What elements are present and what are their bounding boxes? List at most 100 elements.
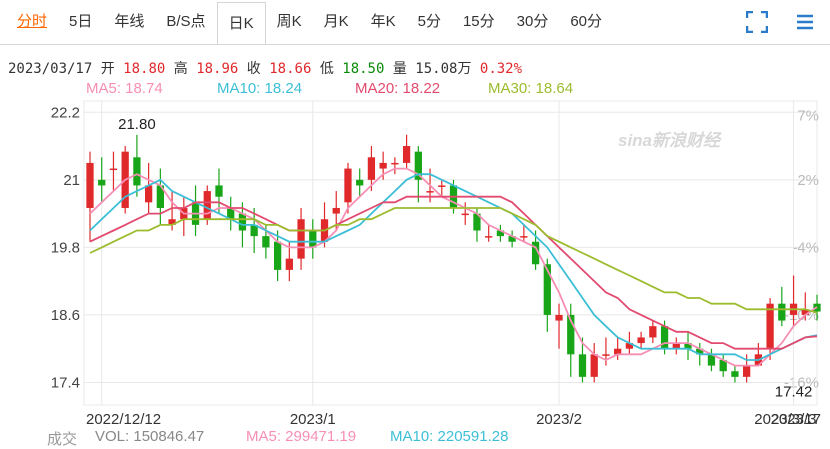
- candle-body: [109, 168, 118, 171]
- ma30-legend: MA30: 18.64: [488, 80, 574, 97]
- x-tick-label: 2023/3/17: [754, 411, 821, 428]
- candle-body: [672, 343, 680, 349]
- candle-body: [496, 230, 505, 237]
- candle-body: [332, 207, 340, 214]
- candle-body: [684, 343, 692, 349]
- candle-body: [238, 213, 247, 231]
- candle-body: [285, 258, 293, 270]
- candle-body: [86, 162, 94, 208]
- fullscreen-icon[interactable]: [744, 9, 770, 35]
- tab-11[interactable]: 60分: [570, 13, 603, 30]
- close-value: 18.66: [269, 61, 312, 77]
- ma-line-ma20: [89, 195, 818, 350]
- candle-body: [273, 241, 282, 270]
- candle-body: [473, 213, 481, 231]
- candle-body: [778, 303, 786, 321]
- quote-info-bar: 2023/03/17 开 18.80 高 18.96 收 18.66 低 18.…: [8, 58, 522, 78]
- candle-body: [215, 185, 223, 197]
- tab-8[interactable]: 5分: [417, 13, 441, 30]
- candle-body: [168, 219, 176, 225]
- sina-watermark: sina新浪财经: [618, 131, 722, 150]
- candle-body: [144, 185, 153, 203]
- candle-body: [485, 236, 493, 238]
- y-tick-label: 17.4: [51, 374, 80, 391]
- candle-body: [391, 162, 399, 165]
- close-label: 收: [246, 61, 261, 77]
- tab-1[interactable]: 5日: [69, 13, 93, 30]
- tab-0[interactable]: 分时: [17, 13, 48, 30]
- ma-line-ma5: [89, 167, 818, 367]
- tab-divider: [0, 44, 830, 45]
- tab-2[interactable]: 年线: [114, 13, 145, 30]
- candle-body: [438, 185, 446, 187]
- max-price-label: 21.80: [118, 116, 156, 133]
- candle-body: [625, 343, 634, 349]
- candle-body: [379, 162, 387, 169]
- y-tick-label: 22.2: [51, 104, 80, 121]
- candle-body: [766, 303, 774, 349]
- candle-body: [402, 146, 411, 163]
- volume-value: 15.08万: [415, 61, 472, 77]
- tab-6[interactable]: 月K: [323, 13, 349, 30]
- high-label: 高: [173, 61, 188, 77]
- open-label: 开: [100, 61, 115, 77]
- period-tabs: 分时 5日 年线 B/S点 日K 周K 月K 年K 5分 15分 30分 60分: [0, 0, 830, 45]
- plot-frame: [83, 100, 818, 406]
- ma-line-ma30: [89, 207, 818, 314]
- candle-body: [309, 230, 317, 248]
- candle-body: [133, 157, 141, 186]
- x-tick-label: 2023/2: [536, 411, 582, 428]
- candle-body: [801, 309, 809, 315]
- ma10-legend: MA10: 18.24: [217, 80, 303, 97]
- open-value: 18.80: [123, 61, 166, 77]
- tab-9[interactable]: 15分: [462, 13, 495, 30]
- candle-body: [367, 157, 376, 180]
- y-tick-label: 19.8: [51, 239, 80, 256]
- candle-body: [578, 354, 587, 377]
- candle-body: [567, 314, 575, 355]
- volume-ma10: MA10: 220591.28: [390, 428, 509, 445]
- candle-body: [602, 354, 610, 356]
- tab-4[interactable]: 日K: [216, 1, 266, 45]
- tab-5[interactable]: 周K: [276, 13, 302, 30]
- candle-body: [98, 179, 106, 186]
- candle-body: [743, 365, 751, 377]
- candle-body: [520, 236, 528, 238]
- candle-body: [637, 337, 645, 344]
- min-price-label: 17.42: [775, 383, 813, 400]
- candle-body: [590, 354, 598, 377]
- pct-tick-label: -16%: [784, 374, 819, 391]
- candle-body: [250, 224, 258, 237]
- candle-body: [649, 326, 657, 338]
- candle-body: [262, 236, 270, 248]
- volume-ma5: MA5: 299471.19: [246, 428, 357, 445]
- candle-body: [297, 219, 305, 259]
- menu-icon[interactable]: [792, 9, 818, 35]
- low-value: 18.50: [342, 61, 385, 77]
- candle-body: [508, 236, 516, 242]
- low-label: 低: [319, 61, 334, 77]
- y-tick-label: 18.6: [51, 307, 80, 324]
- change-percent: 0.32%: [479, 61, 523, 77]
- candle-body: [414, 151, 422, 180]
- ma-line-ma10: [89, 173, 818, 361]
- candle-body: [156, 185, 164, 208]
- tab-7[interactable]: 年K: [370, 13, 396, 30]
- candle-body: [356, 179, 364, 186]
- candle-body: [660, 326, 669, 349]
- candle-body: [696, 348, 704, 355]
- high-value: 18.96: [196, 61, 239, 77]
- x-tick-label: 2023/1: [290, 411, 336, 428]
- candle-body: [555, 314, 563, 321]
- candle-body: [461, 213, 469, 216]
- tab-3[interactable]: B/S点: [166, 13, 206, 30]
- x-tick-label: 2023/3: [771, 411, 817, 428]
- candle-body: [531, 241, 540, 265]
- candle-body: [707, 354, 716, 366]
- volume-value: VOL: 150846.47: [95, 428, 205, 445]
- candle-body: [719, 359, 727, 372]
- candle-body: [731, 371, 739, 377]
- tab-10[interactable]: 30分: [516, 13, 549, 30]
- candle-body: [203, 191, 211, 220]
